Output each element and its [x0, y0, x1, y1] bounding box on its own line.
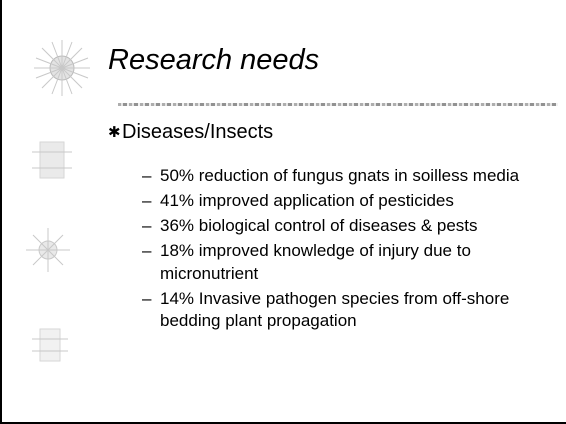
bullet-text: Diseases/Insects	[122, 121, 273, 143]
decoration	[0, 0, 100, 424]
sub-item: 41% improved application of pesticides	[142, 190, 530, 213]
sub-item: 14% Invasive pathogen species from off-s…	[142, 288, 530, 333]
title-rule	[118, 103, 558, 106]
sub-item: 18% improved knowledge of injury due to …	[142, 240, 530, 285]
slide: Research needs ✱Diseases/Insects 50% red…	[0, 0, 566, 424]
bullet-star: ✱	[108, 123, 122, 141]
sub-item: 36% biological control of diseases & pes…	[142, 215, 530, 238]
sub-items: 50% reduction of fungus gnats in soilles…	[142, 165, 542, 335]
sub-item: 50% reduction of fungus gnats in soilles…	[142, 165, 530, 188]
slide-title: Research needs	[108, 44, 319, 77]
bullet-heading: ✱Diseases/Insects	[108, 121, 273, 144]
